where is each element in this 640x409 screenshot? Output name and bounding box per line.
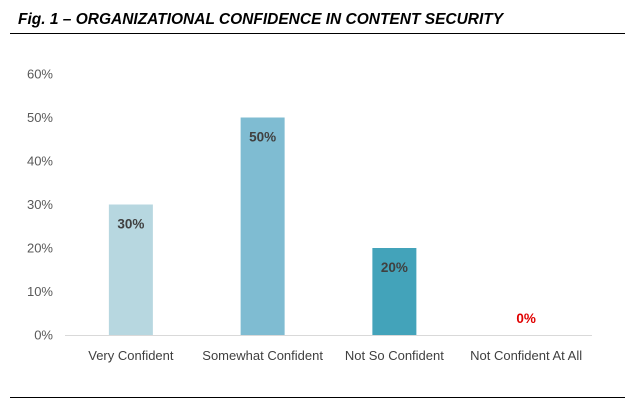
y-tick-label: 0%: [34, 328, 53, 343]
y-tick-label: 30%: [27, 197, 53, 212]
category-labels: Very Confident Somewhat Confident Not So C…: [88, 348, 582, 363]
top-rule: [10, 33, 625, 34]
y-tick-label: 50%: [27, 110, 53, 125]
bar-not-so-confident: [372, 248, 417, 335]
data-label: 30%: [117, 217, 144, 232]
y-tick-label: 10%: [27, 284, 53, 299]
bar-somewhat-confident: [240, 117, 285, 335]
category-label: Not Confident At All: [470, 348, 582, 363]
category-label: Not So Confident: [345, 348, 444, 363]
y-tick-label: 20%: [27, 241, 53, 256]
bars: [108, 117, 417, 335]
y-tick-label: 40%: [27, 154, 53, 169]
data-label: 20%: [381, 260, 408, 275]
y-tick-label: 60%: [27, 67, 53, 82]
data-labels: 30% 50% 20% 0%: [117, 130, 536, 327]
data-label: 0%: [516, 311, 536, 326]
y-axis-ticks: 0% 10% 20% 30% 40% 50% 60%: [27, 67, 53, 343]
category-label: Very Confident: [88, 348, 174, 363]
bar-very-confident: [108, 204, 153, 335]
figure-title: Fig. 1 – ORGANIZATIONAL CONFIDENCE IN CO…: [18, 11, 504, 28]
data-label: 50%: [249, 130, 276, 145]
category-label: Somewhat Confident: [202, 348, 323, 363]
bottom-rule: [10, 397, 625, 398]
